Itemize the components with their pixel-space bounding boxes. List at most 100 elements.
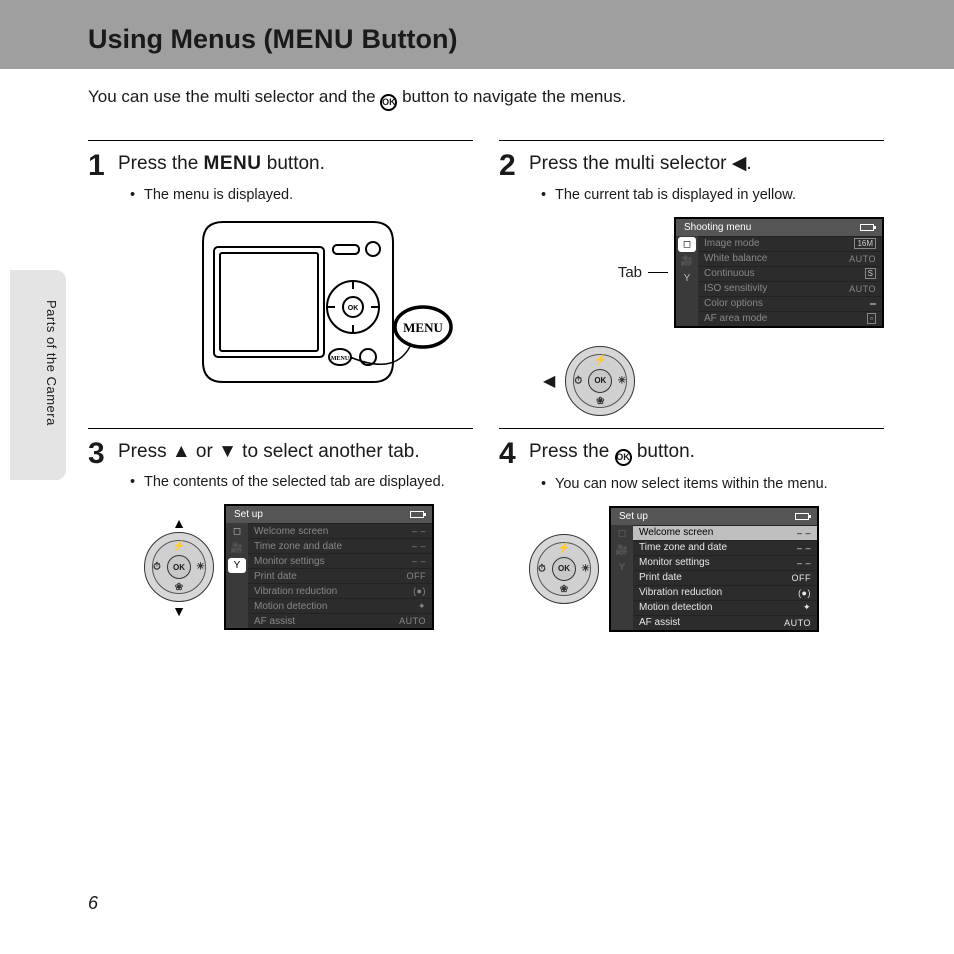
menu-title-bar: Set up (611, 508, 817, 525)
exposure-icon: ☀ (196, 562, 205, 573)
menu-row-label: Vibration reduction (639, 587, 722, 598)
menu-row-value: – – (797, 543, 811, 553)
menu-row: Welcome screen– – (248, 523, 432, 538)
title-prefix: Using Menus ( (88, 24, 273, 54)
multi-selector-pad: ⚡ ❀ ⏱ ☀ OK (529, 534, 599, 604)
video-tab-icon: 🎥 (226, 540, 248, 557)
step-3: 3 Press ▲ or ▼ to select another tab. Th… (88, 428, 473, 632)
page-title: Using Menus (MENU Button) (88, 24, 954, 55)
flash-icon: ⚡ (594, 355, 606, 366)
page-number: 6 (88, 893, 98, 914)
menu-row-value: – – (412, 541, 426, 551)
battery-icon (410, 511, 424, 518)
menu-title-text: Set up (619, 511, 648, 522)
battery-icon (860, 224, 874, 231)
page-header: Using Menus (MENU Button) (0, 0, 954, 69)
macro-icon: ❀ (175, 582, 183, 593)
macro-icon: ❀ (560, 584, 568, 595)
menu-row: Color options (698, 296, 882, 311)
flash-icon: ⚡ (558, 543, 570, 554)
multi-selector-pad: ⚡ ❀ ⏱ ☀ OK (144, 532, 214, 602)
menu-row-label: ISO sensitivity (704, 283, 767, 294)
menu-title-text: Set up (234, 509, 263, 520)
step-bullet: You can now select items within the menu… (555, 476, 884, 492)
intro-text: You can use the multi selector and the O… (0, 69, 954, 111)
left-triangle-icon: ◀ (732, 153, 747, 174)
multi-selector-pad: ⚡ ❀ ⏱ ☀ OK (565, 346, 635, 416)
step4-title-before: Press the (529, 441, 615, 462)
menu-row: Monitor settings– – (248, 553, 432, 568)
step-1: 1 Press the MENU button. The menu is dis… (88, 140, 473, 416)
wrench-tab-icon: Y (676, 270, 698, 287)
menu-tab-column: ◻ 🎥 Y (676, 236, 698, 326)
step-bullet: The current tab is displayed in yellow. (555, 187, 884, 203)
section-tab-label: Parts of the Camera (44, 300, 59, 426)
menu-title-bar: Shooting menu (676, 219, 882, 236)
menu-row: ContinuousS (698, 266, 882, 281)
menu-row-label: Time zone and date (254, 541, 342, 552)
menu-row: Time zone and date – – (248, 538, 432, 553)
menu-row: Motion detection✦ (248, 598, 432, 613)
ok-button-icon: OK (588, 369, 612, 393)
menu-row-value: (●) (798, 588, 811, 598)
menu-row-label: Print date (639, 572, 682, 583)
menu-row-label: AF assist (639, 617, 680, 628)
menu-row: AF assist AUTO (633, 615, 817, 630)
menu-row-label: White balance (704, 253, 767, 264)
menu-row: AF area mode ▫ (698, 311, 882, 326)
menu-row-label: Print date (254, 571, 297, 582)
timer-icon: ⏱ (538, 563, 546, 574)
menu-row-value: ▫ (867, 313, 876, 324)
flash-icon: ⚡ (173, 541, 185, 552)
exposure-icon: ☀ (581, 563, 590, 574)
ok-icon: OK (380, 94, 397, 111)
intro-after: button to navigate the menus. (397, 87, 626, 106)
tab-callout: Tab (618, 264, 668, 281)
menu-row: Print dateOFF (248, 568, 432, 583)
up-arrow-icon: ▲ (172, 516, 186, 530)
menu-row-label: Welcome screen (254, 526, 328, 537)
step4-title-after: button. (632, 441, 695, 462)
exposure-icon: ☀ (617, 375, 626, 386)
timer-icon: ⏱ (153, 562, 161, 573)
camera-illustration: OK MENU MENU (198, 217, 458, 387)
menu-row-value: AUTO (849, 284, 876, 294)
step4-figure: ⚡ ❀ ⏱ ☀ OK Set up ◻ 🎥 Y Welcome scree (529, 506, 884, 632)
step1-menu-word: MENU (204, 153, 262, 174)
menu-row-label: Image mode (704, 238, 760, 249)
title-menu-word: MENU (273, 24, 355, 54)
step-title: Press ▲ or ▼ to select another tab. (118, 439, 473, 465)
step-title: Press the multi selector ◀. (529, 151, 884, 177)
setup-menu-screenshot-active: Set up ◻ 🎥 Y Welcome screen– –Time zone … (609, 506, 819, 632)
menu-row-value: AUTO (399, 616, 426, 626)
step-number: 1 (88, 151, 118, 181)
menu-row-label: AF area mode (704, 313, 767, 324)
menu-row-value: AUTO (784, 618, 811, 628)
menu-row: Image mode16M (698, 236, 882, 251)
menu-row: Monitor settings – – (633, 555, 817, 570)
menu-row-value (870, 303, 876, 305)
menu-row-label: AF assist (254, 616, 295, 627)
menu-row-value: – – (797, 558, 811, 568)
menu-row-label: Vibration reduction (254, 586, 337, 597)
step-bullet: The contents of the selected tab are dis… (144, 474, 473, 490)
menu-row: Time zone and date– – (633, 540, 817, 555)
menu-row: ISO sensitivity AUTO (698, 281, 882, 296)
macro-icon: ❀ (596, 396, 604, 407)
menu-row-value: ✦ (803, 602, 811, 613)
menu-row-value: – – (412, 556, 426, 566)
step1-title-before: Press the (118, 153, 204, 174)
menu-row-label: Motion detection (639, 602, 712, 613)
battery-icon (795, 513, 809, 520)
wrench-tab-icon: Y (611, 559, 633, 576)
menu-row: Welcome screen– – (633, 525, 817, 540)
menu-row-label: Monitor settings (639, 557, 710, 568)
step-number: 4 (499, 439, 529, 469)
step1-figure: OK MENU MENU (88, 217, 473, 387)
svg-text:MENU: MENU (403, 320, 443, 335)
tab-callout-line (648, 272, 668, 273)
ok-button-icon: OK (552, 557, 576, 581)
menu-tab-column: ◻ 🎥 Y (226, 523, 248, 628)
timer-icon: ⏱ (574, 375, 582, 386)
step-title: Press the MENU button. (118, 151, 473, 177)
